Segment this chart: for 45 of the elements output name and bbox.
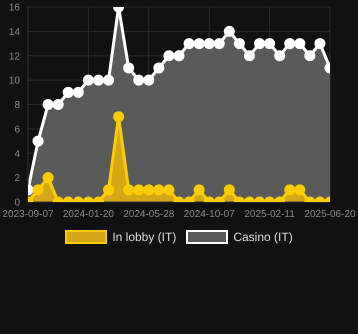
point — [294, 38, 306, 50]
x-tick-label: 2023-09-07 — [2, 209, 54, 220]
point — [62, 86, 74, 98]
point — [143, 74, 154, 86]
point — [153, 62, 164, 74]
point — [194, 38, 205, 50]
point — [133, 74, 144, 86]
point — [184, 38, 195, 50]
point — [244, 50, 255, 62]
point — [284, 38, 296, 50]
point — [92, 74, 104, 86]
y-tick-label: 8 — [14, 100, 20, 112]
point — [123, 62, 134, 74]
x-tick-label: 2024-05-28 — [123, 209, 175, 220]
y-tick-label: 4 — [14, 148, 20, 160]
point — [214, 38, 225, 50]
point — [314, 38, 326, 50]
y-tick-label: 0 — [14, 198, 20, 209]
y-tick-label: 6 — [14, 124, 20, 136]
point — [274, 50, 286, 62]
point — [264, 38, 276, 50]
point — [174, 50, 184, 62]
y-tick-label: 14 — [8, 26, 20, 38]
point — [52, 99, 64, 110]
legend-label: In lobby (IT) — [112, 230, 176, 244]
point — [304, 50, 316, 62]
point — [103, 74, 114, 86]
x-tick-label: 2025-06-20 — [304, 209, 356, 220]
point — [204, 38, 215, 50]
point — [82, 74, 94, 86]
x-tick-label: 2025-02-11 — [244, 209, 296, 220]
y-tick-label: 16 — [8, 2, 20, 14]
point — [72, 86, 84, 98]
point — [254, 38, 266, 50]
point — [234, 38, 245, 50]
legend-label: Casino (IT) — [233, 230, 293, 244]
point — [113, 111, 124, 122]
y-tick-label: 2 — [14, 173, 20, 184]
point — [163, 50, 174, 62]
point — [42, 99, 54, 110]
point — [224, 26, 235, 37]
x-tick-label: 2024-01-20 — [62, 209, 114, 220]
y-tick-label: 10 — [8, 76, 20, 87]
y-tick-label: 12 — [8, 51, 20, 62]
x-tick-label: 2024-10-07 — [184, 209, 236, 220]
